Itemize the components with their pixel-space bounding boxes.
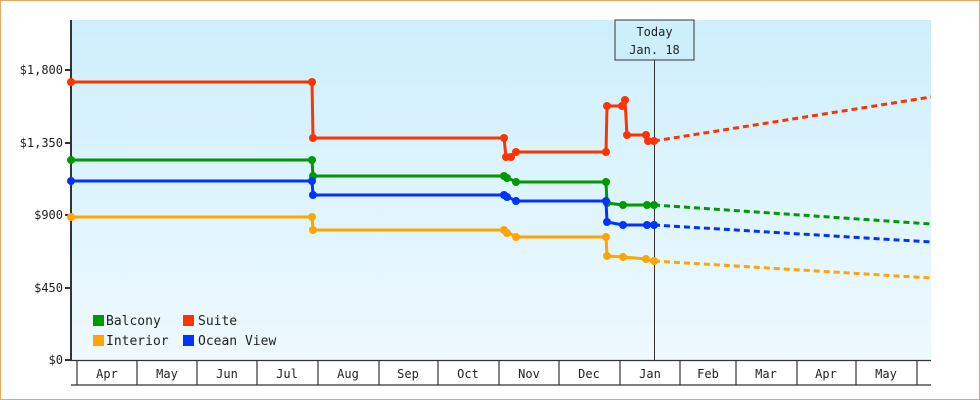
y-tick-label: $450 — [34, 281, 63, 295]
y-tick-label: $0 — [49, 353, 63, 367]
x-tick-label: Nov — [518, 367, 540, 381]
legend-label-suite: Suite — [198, 314, 237, 329]
y-ticks — [65, 69, 71, 361]
today-date: Jan. 18 — [629, 43, 680, 57]
legend-swatch-ocean-view — [183, 335, 194, 346]
legend-swatch-balcony — [93, 315, 104, 326]
series-interior — [67, 213, 932, 280]
series-suite — [67, 78, 932, 161]
legend-label-interior: Interior — [106, 334, 169, 349]
today-label: Today — [636, 25, 672, 39]
series-ocean-view — [67, 177, 932, 244]
plot-area — [71, 20, 931, 360]
x-tick-label: Mar — [755, 367, 777, 381]
x-tick-label: Apr — [815, 367, 837, 381]
x-tick-label: Jan — [639, 367, 661, 381]
y-tick-label: $900 — [34, 208, 63, 222]
today-box — [614, 19, 695, 61]
legend-label-ocean-view: Ocean View — [198, 334, 276, 349]
legend-label-balcony: Balcony — [106, 314, 161, 329]
x-tick-label: Apr — [96, 367, 118, 381]
x-tick-label: May — [875, 367, 897, 381]
x-tick-label: Sep — [397, 367, 419, 381]
x-tick-label: Jul — [276, 367, 298, 381]
x-tick-label: Feb — [697, 367, 719, 381]
x-tick-label: Jun — [216, 367, 238, 381]
legend-swatch-suite — [183, 315, 194, 326]
legend-swatch-interior — [93, 335, 104, 346]
x-tick-label: Oct — [457, 367, 479, 381]
x-tick-label: Dec — [578, 367, 600, 381]
x-axis — [71, 359, 931, 386]
y-tick-label: $1,350 — [20, 136, 63, 150]
y-tick-label: $1,800 — [20, 63, 63, 77]
legend: Balcony Suite Interior Ocean View — [93, 314, 276, 349]
x-tick-label: May — [156, 367, 178, 381]
x-tick-label: Aug — [337, 367, 359, 381]
